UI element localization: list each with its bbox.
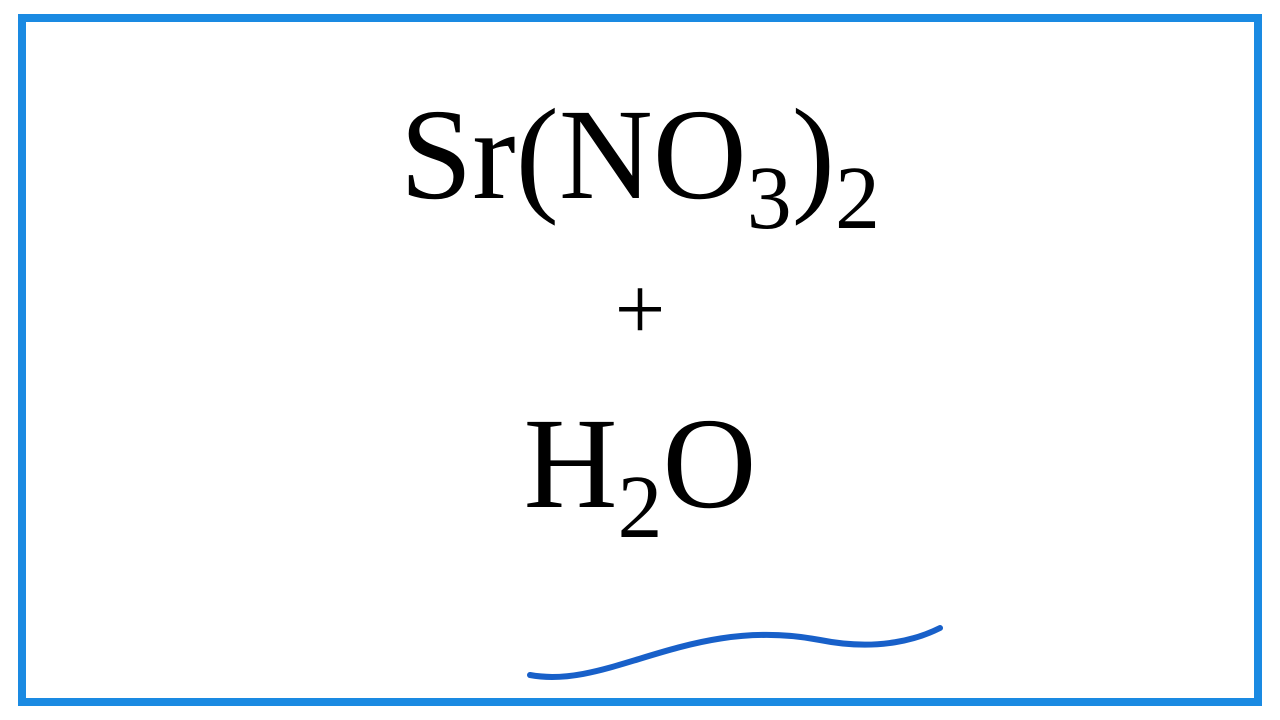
char-O2: O bbox=[663, 399, 757, 529]
plus-sign: + bbox=[615, 258, 666, 361]
char-H: H bbox=[524, 399, 618, 529]
char-closeparen: ) bbox=[792, 90, 835, 220]
subscript-2: 2 bbox=[835, 154, 880, 244]
char-r: r bbox=[472, 90, 515, 220]
char-N: N bbox=[559, 90, 653, 220]
swoosh-path bbox=[530, 628, 940, 677]
subscript-2b: 2 bbox=[618, 463, 663, 553]
char-S: S bbox=[400, 90, 472, 220]
formula-line-2: H 2 O bbox=[524, 399, 757, 529]
char-O: O bbox=[653, 90, 747, 220]
formula-line-1: S r ( N O 3 ) 2 bbox=[400, 90, 880, 220]
char-openparen: ( bbox=[516, 90, 559, 220]
subscript-3: 3 bbox=[747, 154, 792, 244]
underline-swoosh bbox=[520, 620, 950, 700]
formula-area: S r ( N O 3 ) 2 + H 2 O bbox=[0, 90, 1280, 529]
